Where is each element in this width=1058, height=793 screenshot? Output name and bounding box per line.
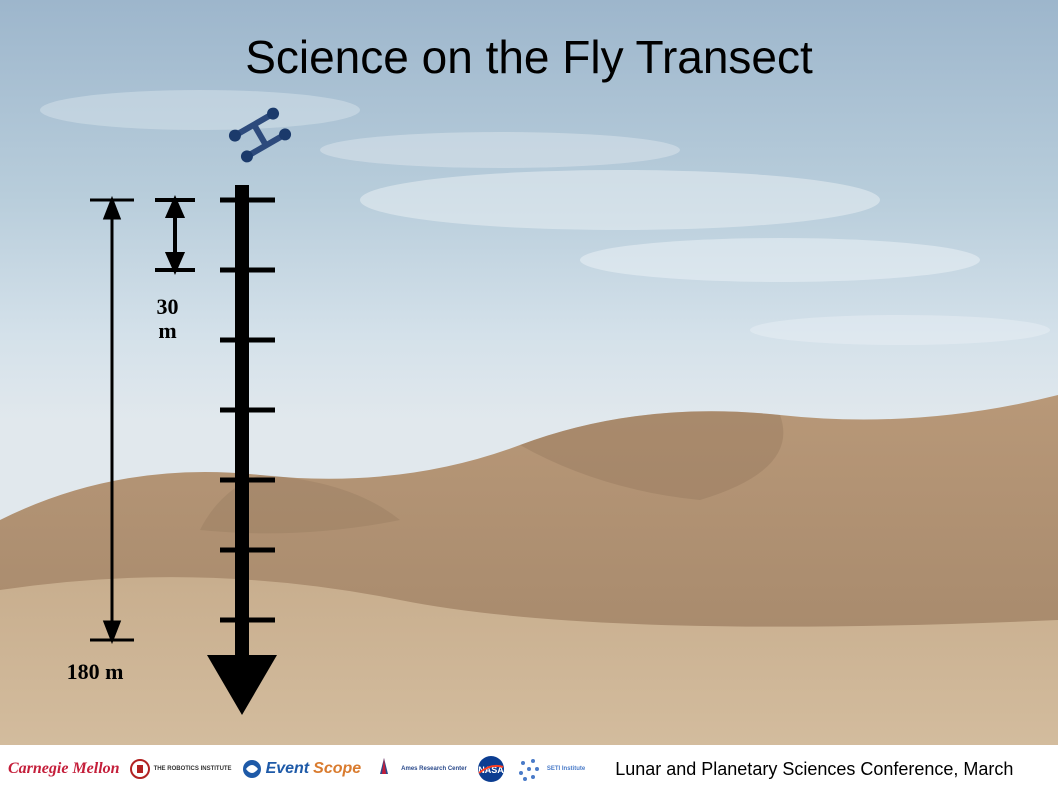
- logo-nasa: NASA: [477, 755, 505, 783]
- logo-eventscope: EventScope: [242, 759, 362, 779]
- transect-diagram: 30 m 180 m: [60, 100, 340, 720]
- slide-title: Science on the Fly Transect: [0, 30, 1058, 84]
- label-30m: 30 m: [145, 295, 190, 343]
- logo-robotics-institute: THE ROBOTICS INSTITUTE: [130, 759, 232, 779]
- small-distance-arrow: [155, 200, 195, 270]
- logo-carnegie-mellon: Carnegie Mellon: [8, 760, 120, 778]
- logo-ames: Ames Research Center: [371, 756, 467, 782]
- main-arrow-head: [207, 655, 277, 715]
- footer-text: Lunar and Planetary Sciences Conference,…: [615, 759, 1013, 780]
- rover-icon: [227, 105, 293, 164]
- total-distance-arrow: [90, 200, 134, 640]
- footer-bar: Carnegie Mellon THE ROBOTICS INSTITUTE E…: [0, 745, 1058, 793]
- label-180m: 180 m: [65, 660, 125, 684]
- logo-seti: SETI Institute: [515, 755, 585, 783]
